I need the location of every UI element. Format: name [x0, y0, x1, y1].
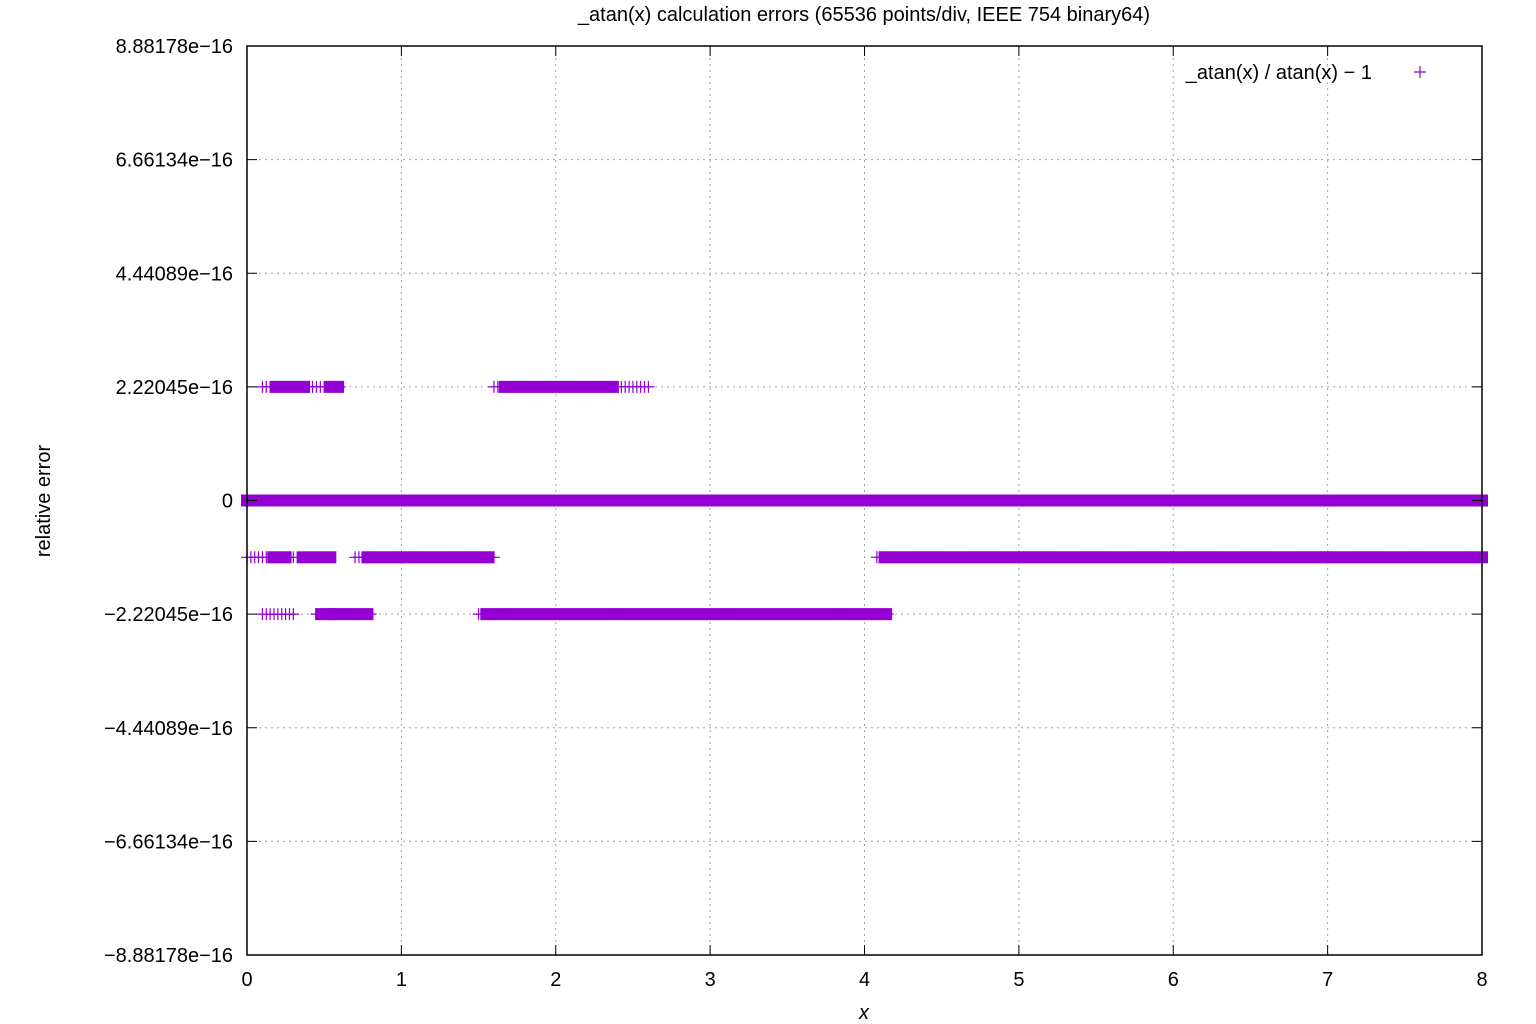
- y-tick-label: −8.88178e−16: [104, 945, 233, 967]
- x-tick-label: 1: [396, 969, 407, 991]
- legend-marker: [1414, 66, 1426, 78]
- x-tick-label: 6: [1168, 969, 1179, 991]
- legend: _atan(x) / atan(x) − 1: [1185, 62, 1426, 84]
- legend-plus-marker: [1414, 66, 1426, 78]
- x-tick-label: 0: [241, 969, 252, 991]
- data-band: [267, 551, 292, 564]
- legend-label: _atan(x) / atan(x) − 1: [1185, 62, 1372, 84]
- chart-title: _atan(x) calculation errors (65536 point…: [577, 4, 1150, 26]
- x-axis-label: x: [858, 1002, 870, 1024]
- x-tick-label: 2: [550, 969, 561, 991]
- data-point: [642, 380, 655, 393]
- data-band: [878, 551, 1488, 564]
- data-band: [325, 608, 374, 621]
- data-band: [270, 380, 311, 393]
- y-tick-label: −2.22045e−16: [104, 604, 233, 626]
- data-point: [287, 608, 300, 621]
- x-tick-label: 7: [1322, 969, 1333, 991]
- x-tick-label: 3: [705, 969, 716, 991]
- y-tick-label: 0: [222, 491, 233, 513]
- data-band: [361, 551, 494, 564]
- data-points: [241, 380, 1488, 621]
- y-tick-label: 8.88178e−16: [116, 36, 233, 58]
- y-axis-label: relative error: [33, 445, 55, 558]
- data-band: [241, 494, 1488, 507]
- y-tick-label: 4.44089e−16: [116, 263, 233, 285]
- axes: 0 1 2 3 4 5 6 7 8 8.88178e−16 6.66134e−16 4.44089e−…: [104, 36, 1488, 991]
- x-tick-label: 5: [1013, 969, 1024, 991]
- data-band: [324, 380, 345, 393]
- data-band: [498, 380, 619, 393]
- data-band: [480, 608, 893, 621]
- plot-border: [246, 45, 1483, 956]
- y-tick-label: −6.66134e−16: [104, 831, 233, 853]
- y-tick-label: 6.66134e−16: [116, 150, 233, 172]
- data-band: [296, 551, 337, 564]
- x-tick-label: 4: [859, 969, 870, 991]
- x-tick-label: 8: [1476, 969, 1487, 991]
- y-tick-label: 2.22045e−16: [116, 377, 233, 399]
- y-tick-label: −4.44089e−16: [104, 718, 233, 740]
